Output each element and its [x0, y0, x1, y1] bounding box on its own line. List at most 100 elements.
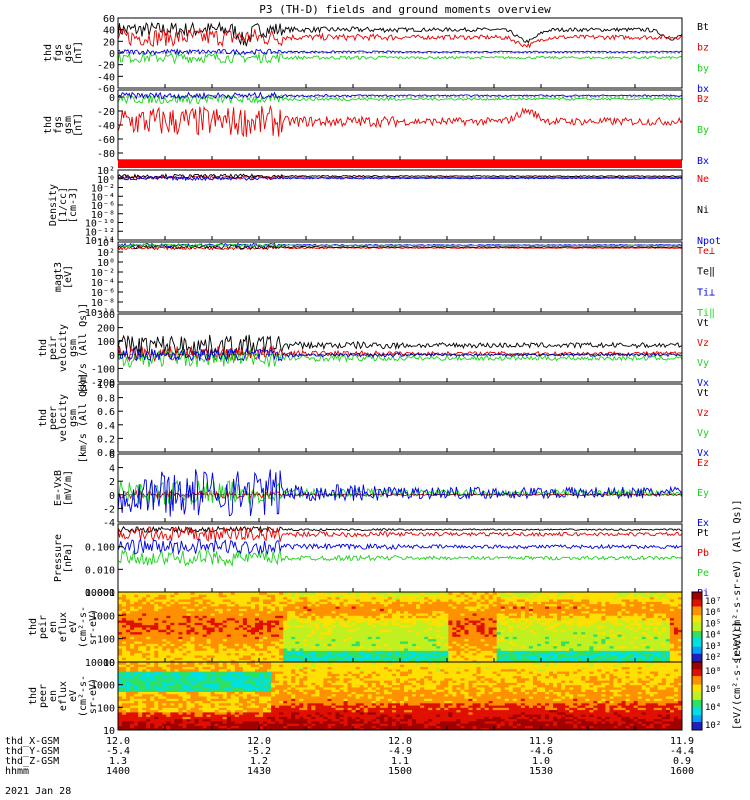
y-tick-label: 0.6 [97, 407, 115, 418]
date-label: 2021 Jan 28 [5, 786, 71, 797]
colorbar: 10⁸ 10⁶ 10⁴ 10² [eV/(cm²-s-sr-eV)] [691, 622, 743, 731]
y-tick-label: 0.100 [85, 543, 115, 554]
y-tick-label: 100 [97, 703, 115, 714]
y-tick-label: 10⁻¹² [85, 227, 115, 238]
panel-status-bar [118, 160, 682, 168]
colorbar-tick: 10⁷ [705, 597, 721, 607]
y-axis-label: [1/cc] [58, 187, 69, 223]
series-Pt [117, 525, 683, 534]
y-axis-label: Density [48, 184, 59, 226]
series-Bt [117, 21, 683, 47]
y-tick-label: 40 [103, 26, 115, 37]
panel-frame [117, 241, 683, 313]
heatmap-cells [118, 592, 683, 663]
legend-entry: Pi [697, 588, 709, 599]
x-row-value: -4.4 [670, 746, 694, 757]
series-Te⊥ [117, 245, 683, 251]
y-tick-label: 0 [109, 351, 115, 362]
y-tick-label: 100 [97, 635, 115, 646]
series-bz [117, 27, 683, 49]
x-row-value: 1.0 [532, 756, 550, 767]
legend-entry: bz [697, 43, 709, 54]
x-row-value: 1500 [388, 766, 412, 777]
x-row-value: 12.0 [106, 736, 130, 747]
y-axis-label: (cm²-s- [78, 606, 89, 648]
x-row-value: -5.4 [106, 746, 130, 757]
y-tick-label: 10⁴ [97, 238, 115, 249]
y-tick-label: 10⁻¹⁰ [85, 308, 115, 319]
series-Bz [117, 104, 683, 138]
panel-fgs-gsm: 0 -20 -40 -60 -80 thd fgs gsm [nT] Bz By Bx [43, 89, 709, 167]
colorbar-tick: 10⁸ [705, 667, 721, 677]
y-tick-label: 10 [103, 726, 115, 737]
panel-frame [117, 169, 683, 241]
series-By [117, 93, 683, 105]
y-axis-label: en [48, 690, 59, 702]
y-axis-label: (cm²-s- [78, 675, 89, 717]
x-row-value: 1.2 [250, 756, 268, 767]
x-row-value: -5.2 [247, 746, 271, 757]
panel-frame [117, 453, 683, 523]
y-tick-label: 10⁻¹⁰ [85, 219, 115, 230]
y-tick-label: 10⁻⁶ [91, 201, 115, 212]
y-tick-label: 60 [103, 14, 115, 25]
y-tick-label: 10 [103, 658, 115, 669]
y-tick-label: 100 [97, 337, 115, 348]
y-tick-label: -20 [97, 61, 115, 72]
legend-entry: Vy [697, 358, 709, 369]
x-row-value: 11.9 [529, 736, 553, 747]
series-Pe [117, 549, 683, 568]
y-axis-label: eV [68, 690, 79, 702]
y-axis-label: en [48, 621, 59, 633]
panel-peer-velocity: 1.0 0.8 0.6 0.4 0.2 0.0 thd peer velocity gsm [km/… [38, 373, 709, 463]
y-tick-label: 0 [109, 49, 115, 60]
status-band [118, 160, 682, 168]
legend-entry: Npot [697, 236, 721, 247]
legend-entry: Ti‖ [697, 308, 715, 319]
legend-entry: Bx [697, 156, 709, 167]
series-Bx [117, 91, 683, 100]
y-axis-label: peir [48, 336, 59, 360]
y-axis-label: thd [38, 409, 49, 427]
legend-entry: bx [697, 84, 709, 95]
legend-entry: Vy [697, 428, 709, 439]
y-axis-label: velocity [58, 394, 69, 442]
y-axis-label: fgs [53, 116, 64, 134]
y-tick-label: 10⁻¹⁴ [85, 236, 115, 247]
x-row-value: 1430 [247, 766, 271, 777]
y-axis-label: thd [43, 44, 54, 62]
legend-entry: Vx [697, 448, 709, 459]
y-axis-label: [cm-3] [68, 187, 79, 223]
legend-entry: By [697, 125, 709, 136]
y-tick-label: 300 [97, 310, 115, 321]
y-tick-label: 10⁻⁸ [91, 210, 115, 221]
y-tick-label: 10⁻⁸ [91, 298, 115, 309]
y-tick-label: 0.0 [97, 448, 115, 459]
y-axis-label: [nT] [73, 113, 84, 137]
y-tick-label: 0 [109, 491, 115, 502]
legend-entry: Vx [697, 378, 709, 389]
y-axis-label: sr-eV) [88, 678, 99, 714]
y-tick-label: 2 [109, 477, 115, 488]
y-tick-label: -20 [97, 107, 115, 118]
legend-entry: Bz [697, 94, 709, 105]
colorbar-tick: 10⁴ [705, 703, 721, 713]
x-row-value: 1530 [529, 766, 553, 777]
colorbar-tick: 10² [705, 721, 721, 731]
y-tick-label: 10⁻² [91, 268, 115, 279]
y-axis-label: gsm [68, 339, 79, 357]
y-tick-label: 0 [109, 93, 115, 104]
y-tick-label: 4 [109, 464, 115, 475]
colorbar-tick: 10⁴ [705, 631, 721, 641]
y-tick-label: 0.2 [97, 434, 115, 445]
legend-entry: Ez [697, 458, 709, 469]
y-tick-label: -40 [97, 121, 115, 132]
x-row-label: thd_X-GSM [5, 736, 59, 747]
x-row-value: 1600 [670, 766, 694, 777]
y-tick-label: -100 [91, 364, 115, 375]
series-Pb [117, 525, 683, 542]
series-Ex [117, 469, 683, 517]
